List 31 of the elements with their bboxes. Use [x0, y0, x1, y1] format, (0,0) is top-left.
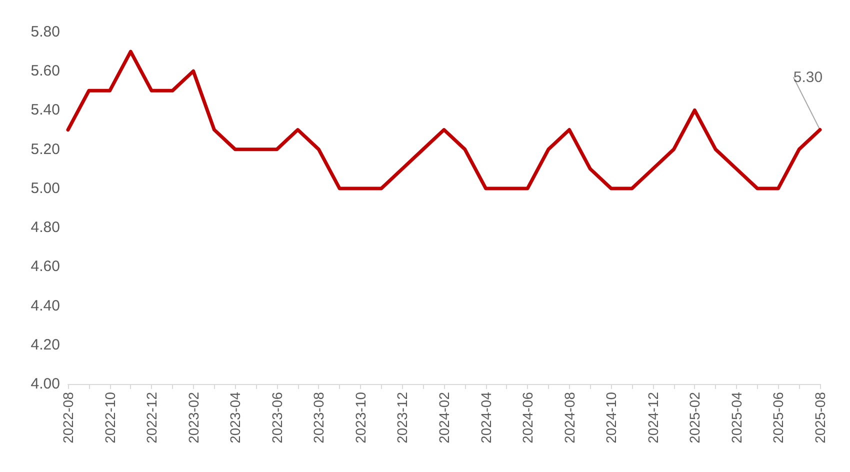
x-tick-label: 2025-04 [728, 392, 744, 444]
x-tick-label: 2022-10 [102, 392, 118, 444]
x-tick-label: 2024-12 [644, 392, 661, 444]
x-tick-label: 2023-08 [310, 392, 327, 444]
x-tick-label: 2024-06 [520, 392, 536, 444]
x-tick-label: 2022-12 [144, 392, 160, 444]
x-tick-label: 2023-02 [185, 392, 202, 444]
y-tick-label: 5.00 [30, 180, 60, 197]
x-tick-label: 2025-02 [686, 392, 703, 444]
y-tick-label: 5.40 [30, 102, 60, 119]
annotation: 5.30 [793, 68, 823, 86]
x-tick-label: 2024-08 [561, 392, 578, 444]
y-tick-label: 5.60 [30, 62, 60, 80]
y-tick-label: 5.20 [30, 140, 60, 158]
y-tick-label: 4.60 [30, 258, 60, 276]
line-series [66, 50, 822, 190]
x-tick-label: 2025-06 [770, 392, 786, 444]
x-tick-label: 2022-08 [60, 392, 76, 444]
x-tick-label: 2024-02 [436, 392, 452, 444]
y-tick-label: 4.40 [30, 297, 60, 314]
y-tick-label: 4.20 [30, 336, 60, 354]
x-tick-label: 2025-08 [812, 392, 828, 444]
x-tick-label: 2024-10 [603, 392, 620, 444]
y-tick-label: 4.80 [30, 219, 60, 236]
y-tick-label: 4.00 [30, 376, 60, 392]
x-tick-label: 2023-06 [268, 392, 285, 444]
x-tick-label: 2023-04 [227, 392, 244, 444]
y-tick-label: 5.80 [30, 24, 60, 40]
x-tick-label: 2024-04 [478, 392, 494, 444]
x-tick-label: 2023-12 [394, 392, 410, 444]
x-tick-label: 2023-10 [352, 392, 368, 444]
